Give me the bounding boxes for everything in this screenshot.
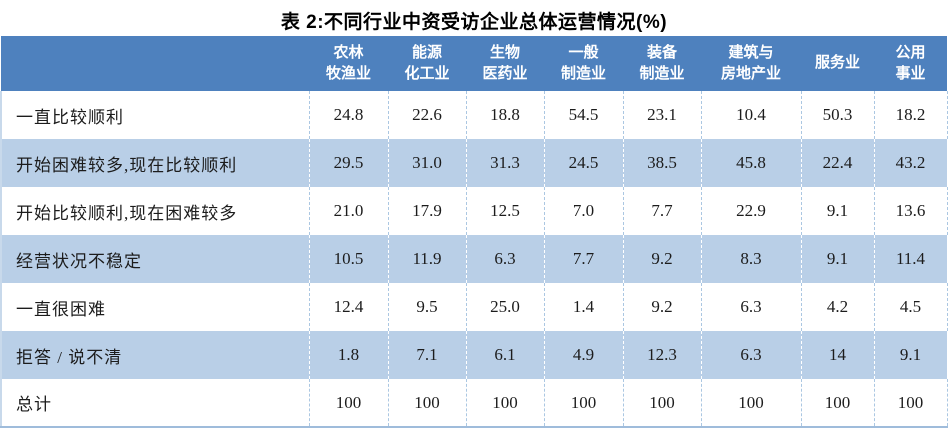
value-cell: 100 [873,379,948,428]
value-cell: 100 [308,379,388,428]
row-label: 总计 [0,379,309,428]
value-cell: 22.6 [387,91,466,139]
value-cell: 31.3 [465,139,544,187]
value-cell: 4.2 [800,283,874,331]
corner-cell [1,36,309,91]
table-row: 开始比较顺利,现在困难较多 21.0 17.9 12.5 7.0 7.7 22.9 9.1 13… [0,187,948,235]
value-cell: 7.1 [387,331,466,379]
value-cell: 9.2 [622,235,701,283]
row-label: 开始困难较多,现在比较顺利 [0,139,309,187]
table-row: 拒答 / 说不清 1.8 7.1 6.1 4.9 12.3 6.3 14 9.1 [0,331,948,379]
value-cell: 31.0 [387,139,466,187]
value-cell: 6.3 [465,235,544,283]
column-header-utilities: 公用 事业 [874,36,947,91]
value-cell: 11.4 [873,235,948,283]
value-cell: 10.5 [308,235,388,283]
value-cell: 4.9 [543,331,623,379]
table-row: 开始困难较多,现在比较顺利 29.5 31.0 31.3 24.5 38.5 45.8 22.… [0,139,948,187]
value-cell: 1.4 [543,283,623,331]
value-cell: 6.1 [465,331,544,379]
value-cell: 22.4 [800,139,874,187]
row-label: 经营状况不稳定 [0,235,309,283]
value-cell: 9.1 [800,235,874,283]
value-cell: 6.3 [700,331,801,379]
row-label: 拒答 / 说不清 [0,331,309,379]
value-cell: 9.1 [800,187,874,235]
value-cell: 23.1 [622,91,701,139]
value-cell: 9.5 [387,283,466,331]
value-cell: 14 [800,331,874,379]
column-header-equipment-manufacturing: 装备 制造业 [623,36,701,91]
value-cell: 7.7 [543,235,623,283]
column-header-biopharma: 生物 医药业 [466,36,544,91]
table-row: 一直比较顺利 24.8 22.6 18.8 54.5 23.1 10.4 50.3 18.2 [0,91,948,139]
value-cell: 12.3 [622,331,701,379]
value-cell: 12.4 [308,283,388,331]
value-cell: 29.5 [308,139,388,187]
header-row: 农林 牧渔业 能源 化工业 生物 医药业 一般 制造业 装备 制造业 建筑与 房… [1,36,947,91]
column-header-construction-realestate: 建筑与 房地产业 [701,36,801,91]
value-cell: 100 [622,379,701,428]
value-cell: 50.3 [800,91,874,139]
value-cell: 1.8 [308,331,388,379]
table-row: 一直很困难 12.4 9.5 25.0 1.4 9.2 6.3 4.2 4.5 [0,283,948,331]
value-cell: 100 [387,379,466,428]
value-cell: 17.9 [387,187,466,235]
value-cell: 25.0 [465,283,544,331]
value-cell: 18.8 [465,91,544,139]
value-cell: 100 [543,379,623,428]
value-cell: 54.5 [543,91,623,139]
row-label: 一直很困难 [0,283,309,331]
value-cell: 10.4 [700,91,801,139]
column-header-services: 服务业 [801,36,874,91]
value-cell: 7.0 [543,187,623,235]
value-cell: 6.3 [700,283,801,331]
industry-operations-table: 农林 牧渔业 能源 化工业 生物 医药业 一般 制造业 装备 制造业 建筑与 房… [0,36,948,428]
value-cell: 12.5 [465,187,544,235]
column-header-energy-chemical: 能源 化工业 [388,36,466,91]
value-cell: 24.8 [308,91,388,139]
row-label: 开始比较顺利,现在困难较多 [0,187,309,235]
value-cell: 45.8 [700,139,801,187]
value-cell: 38.5 [622,139,701,187]
value-cell: 8.3 [700,235,801,283]
table-header: 农林 牧渔业 能源 化工业 生物 医药业 一般 制造业 装备 制造业 建筑与 房… [1,36,947,91]
value-cell: 9.1 [873,331,948,379]
column-header-agriculture: 农林 牧渔业 [309,36,388,91]
value-cell: 43.2 [873,139,948,187]
table-row: 经营状况不稳定 10.5 11.9 6.3 7.7 9.2 8.3 9.1 11.4 [0,235,948,283]
table-row: 总计 100 100 100 100 100 100 100 100 [0,379,948,428]
value-cell: 18.2 [873,91,948,139]
value-cell: 21.0 [308,187,388,235]
column-header-general-manufacturing: 一般 制造业 [544,36,623,91]
value-cell: 22.9 [700,187,801,235]
table-title: 表 2:不同行业中资受访企业总体运营情况(%) [280,12,668,33]
value-cell: 100 [465,379,544,428]
value-cell: 100 [700,379,801,428]
value-cell: 7.7 [622,187,701,235]
value-cell: 100 [800,379,874,428]
table-body: 一直比较顺利 24.8 22.6 18.8 54.5 23.1 10.4 50.3 18.2 开始… [0,91,948,428]
value-cell: 4.5 [873,283,948,331]
value-cell: 24.5 [543,139,623,187]
value-cell: 11.9 [387,235,466,283]
value-cell: 9.2 [622,283,701,331]
row-label: 一直比较顺利 [0,91,309,139]
value-cell: 13.6 [873,187,948,235]
